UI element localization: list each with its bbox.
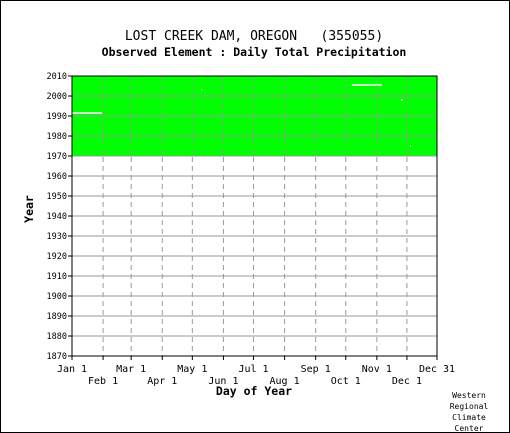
grid-lines: [72, 76, 437, 356]
y-tick-label: 1920: [47, 252, 67, 262]
y-tick-label: 1890: [47, 312, 67, 322]
x-axis-label: Day of Year: [216, 384, 292, 398]
credit-line: Western: [452, 391, 486, 400]
credit-line: Center: [454, 424, 484, 433]
y-tick-label: 1880: [47, 332, 67, 342]
missing-data-segment: [201, 89, 203, 91]
x-tick-label: Apr 1: [147, 376, 177, 387]
y-axis-label: Year: [22, 195, 36, 223]
y-tick-label: 2000: [47, 92, 67, 102]
y-tick-label: 1960: [47, 172, 67, 182]
missing-data-segment: [400, 99, 403, 101]
x-tick-label: Aug 1: [270, 376, 300, 387]
y-tick-label: 1990: [47, 112, 67, 122]
credit-line: Regional: [449, 402, 489, 411]
y-tick-label: 1940: [47, 212, 67, 222]
x-tick-label: Dec 31: [419, 364, 455, 375]
y-tick-label: 1930: [47, 232, 67, 242]
x-tick-label: Jul 1: [238, 364, 268, 375]
x-tick-label: Jan 1: [57, 364, 87, 375]
y-tick-label: 1900: [47, 292, 67, 302]
missing-data-segment: [72, 112, 103, 114]
x-tick-label: Feb 1: [88, 376, 118, 387]
y-tick-label: 1950: [47, 192, 67, 202]
chart-subtitle: Observed Element : Daily Total Precipita…: [102, 45, 407, 59]
y-tick-label: 1910: [47, 272, 67, 282]
x-tick-label: Mar 1: [116, 364, 146, 375]
y-axis-ticks: 1870 1880 1890 1900 1910 1920 1930 1940 1950 1960…: [47, 72, 72, 362]
y-tick-label: 1870: [47, 352, 67, 362]
x-axis-ticks: Jan 1 Mar 1 May 1 Jul 1 Sep 1 Nov 1 Dec 31 Feb …: [57, 356, 455, 387]
x-tick-label: Sep 1: [301, 364, 331, 375]
missing-data-segment: [351, 84, 382, 86]
y-tick-label: 1970: [47, 152, 67, 162]
missing-data-segment: [409, 145, 411, 147]
x-tick-label: Jun 1: [208, 376, 238, 387]
credit-line: Climate: [452, 413, 486, 422]
credit-block: Western Regional Climate Center: [439, 390, 499, 433]
y-tick-label: 1980: [47, 132, 67, 142]
chart-title: LOST CREEK DAM, OREGON (355055): [125, 29, 383, 44]
x-tick-label: Nov 1: [362, 364, 392, 375]
x-tick-label: Dec 1: [392, 376, 422, 387]
x-tick-label: Oct 1: [331, 376, 361, 387]
y-tick-label: 2010: [47, 72, 67, 82]
x-tick-label: May 1: [177, 364, 207, 375]
